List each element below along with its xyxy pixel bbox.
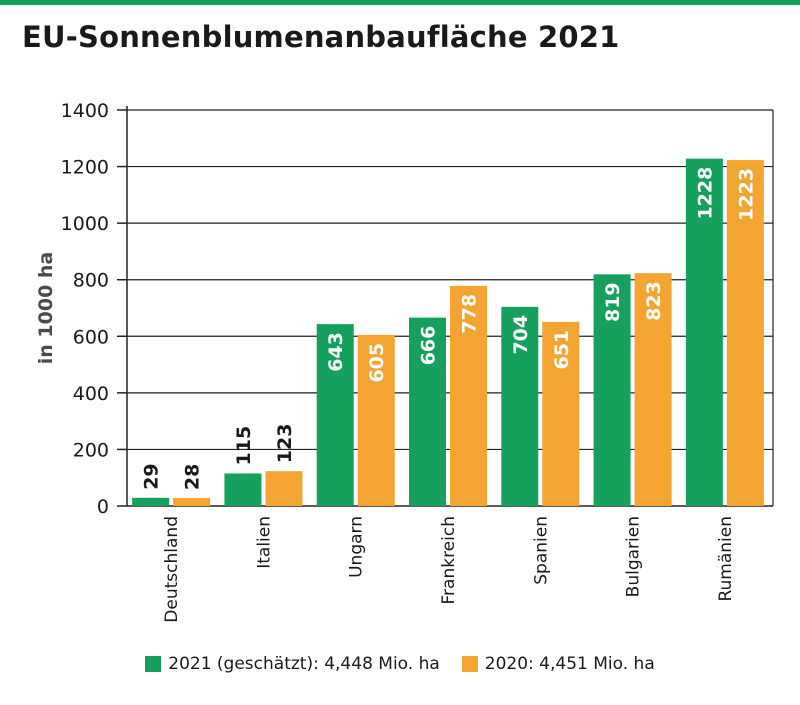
bar-2020 [265, 471, 303, 506]
bar-2020 [634, 273, 672, 506]
data-label: 651 [551, 330, 573, 370]
bar-2021 [685, 158, 723, 506]
bar-2021 [409, 317, 446, 506]
data-label: 704 [510, 315, 532, 355]
y-tick-label: 600 [73, 326, 109, 348]
category-label: Rumänien [716, 516, 736, 602]
y-tick-label: 400 [73, 383, 109, 405]
category-label: Deutschland [162, 516, 182, 623]
bar-2020 [173, 498, 211, 506]
legend-item-2021: 2021 (geschätzt): 4,448 Mio. ha [145, 654, 440, 674]
bar-2021 [224, 473, 262, 506]
y-axis-label: in 1000 ha [35, 252, 57, 365]
data-label: 605 [366, 343, 388, 383]
legend-label-2020: 2020: 4,451 Mio. ha [484, 654, 655, 674]
bar-2021 [316, 324, 354, 506]
data-label: 778 [459, 294, 481, 334]
bar-2021 [132, 497, 170, 506]
data-label: 123 [274, 424, 296, 464]
y-tick-label: 1200 [61, 157, 109, 179]
data-label: 1228 [694, 167, 716, 220]
category-label: Italien [254, 516, 274, 569]
data-label: 29 [141, 463, 163, 489]
bar-2021 [501, 306, 539, 506]
category-label: Frankreich [439, 516, 459, 605]
y-tick-label: 1400 [61, 100, 109, 122]
y-tick-label: 0 [97, 496, 109, 518]
data-label: 1223 [735, 168, 757, 221]
bar-2020 [542, 321, 580, 506]
data-label: 819 [602, 282, 624, 322]
legend-swatch-2021 [145, 656, 162, 672]
data-label: 28 [182, 464, 204, 490]
data-label: 823 [643, 281, 665, 321]
legend-item-2020: 2020: 4,451 Mio. ha [461, 654, 655, 674]
category-label: Ungarn [347, 516, 367, 578]
top-accent-bar [0, 0, 800, 5]
legend: 2021 (geschätzt): 4,448 Mio. ha 2020: 4,… [0, 654, 800, 674]
bar-2020 [726, 160, 764, 506]
bar-2020 [357, 334, 395, 506]
legend-swatch-2020 [461, 656, 478, 672]
data-label: 666 [418, 326, 440, 366]
data-label: 643 [325, 332, 347, 372]
y-tick-label: 200 [73, 439, 109, 461]
data-label: 115 [233, 426, 255, 466]
y-tick-label: 1000 [61, 213, 109, 235]
bar-2020 [450, 285, 487, 506]
category-label: Bulgarien [624, 516, 644, 597]
legend-label-2021: 2021 (geschätzt): 4,448 Mio. ha [168, 654, 440, 674]
y-tick-label: 800 [73, 270, 109, 292]
chart-title: EU-Sonnenblumenanbaufläche 2021 [22, 20, 620, 54]
category-label: Spanien [531, 516, 551, 585]
bar-2021 [593, 274, 631, 506]
